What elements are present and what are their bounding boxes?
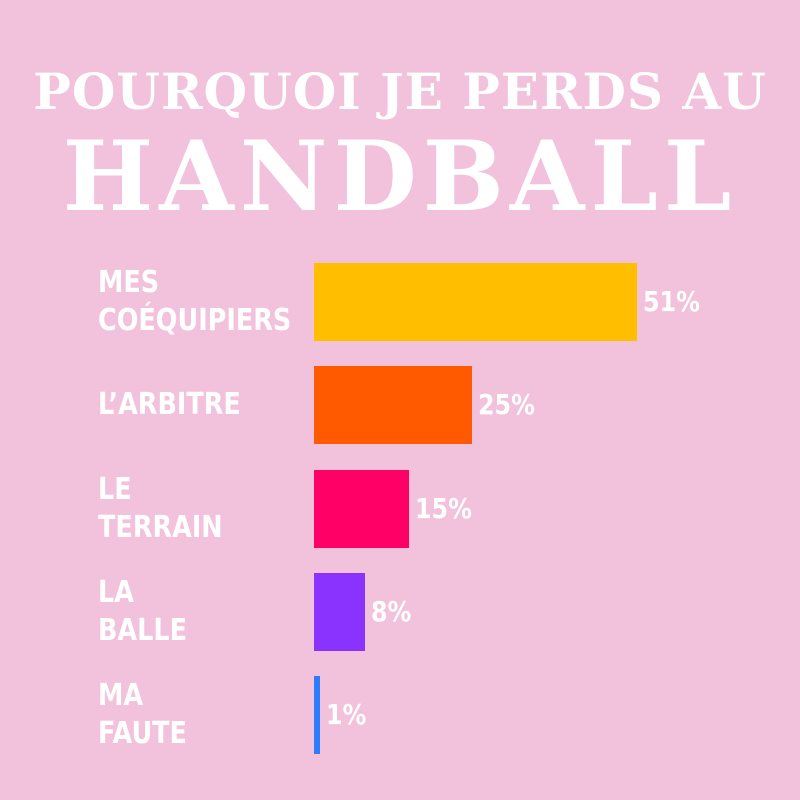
- value-label: 1%: [326, 698, 367, 732]
- value-label: 51%: [642, 285, 700, 318]
- chart-title: POURQUOI JE PERDS AU: [33, 62, 767, 121]
- category-label: LE TERRAIN: [98, 471, 223, 545]
- chart-title: HANDBALL: [62, 120, 738, 233]
- value-label: 15%: [414, 491, 472, 525]
- bar: [314, 572, 365, 651]
- bar: [314, 469, 409, 548]
- category-label: L’ARBITRE: [98, 387, 241, 423]
- category-label: MA FAUTE: [98, 678, 187, 752]
- value-label: 8%: [370, 594, 412, 628]
- value-label: 25%: [478, 388, 536, 422]
- category-label: LA BALLE: [98, 574, 188, 648]
- category-label: MES COÉQUIPIERS: [98, 265, 292, 338]
- bar: [314, 366, 473, 445]
- bar: [314, 263, 637, 341]
- bar: [314, 676, 321, 755]
